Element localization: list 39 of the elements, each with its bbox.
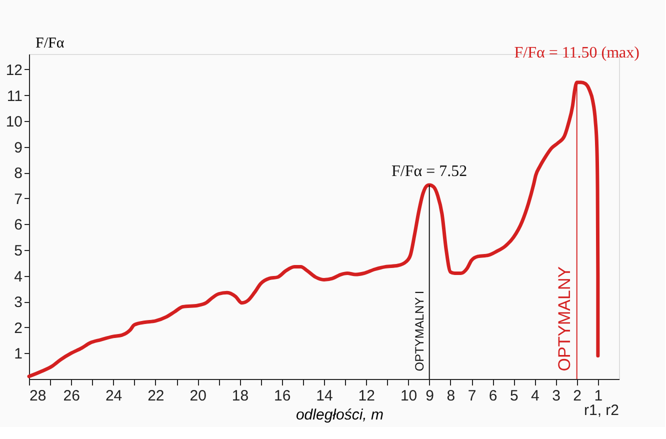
y-axis-title: F/Fα <box>36 36 64 52</box>
annotation: F/Fα = 11.50 (max) <box>514 44 640 62</box>
ref-line-label: OPTYMALNY I <box>412 290 426 372</box>
x-tick-label: 16 <box>274 388 291 404</box>
x-tick-label: 28 <box>30 388 46 404</box>
x-tick-label: 1 <box>594 388 603 404</box>
x-tick-label: 26 <box>63 388 80 404</box>
y-tick-label: 4 <box>14 268 22 286</box>
y-tick-label: 6 <box>14 216 22 234</box>
y-tick-label: 7 <box>14 190 22 208</box>
y-tick-label: 12 <box>6 62 22 79</box>
y-tick-label: 1 <box>14 346 22 363</box>
y-tick-label: 8 <box>14 165 22 182</box>
x-tick-label: 12 <box>358 388 375 404</box>
x-tick-label: 2 <box>573 388 582 404</box>
y-tick-label: 3 <box>14 294 22 312</box>
x-tick-label: 22 <box>148 388 164 404</box>
x-tick-label: 6 <box>488 388 498 404</box>
x-tick-label: 9 <box>426 388 434 404</box>
x-tick-label: 8 <box>446 388 456 404</box>
text: r1, r2 <box>584 402 619 419</box>
x-tick-label: 5 <box>510 388 518 404</box>
x-tick-label: 20 <box>190 388 206 404</box>
line-series <box>27 80 600 378</box>
x-axis-title: odległości, m <box>296 406 384 424</box>
annotation: F/Fα = 7.52 <box>392 163 468 180</box>
ref-line-label: OPTYMALNY <box>554 266 574 372</box>
x-tick-label: 4 <box>531 388 540 404</box>
y-tick-label: 9 <box>14 139 22 156</box>
x-tick-label: 3 <box>552 388 560 404</box>
x-tick-label: 24 <box>105 388 122 404</box>
y-tick-label: 2 <box>14 320 22 337</box>
x-tick-label: 7 <box>468 388 476 404</box>
x-tick-label: 14 <box>316 388 333 404</box>
x-tick-label: 18 <box>232 388 249 404</box>
y-tick-label: 10 <box>6 114 22 131</box>
y-tick-label: 5 <box>14 242 22 260</box>
y-tick-label: 11 <box>6 88 22 105</box>
x-tick-label: 10 <box>400 388 418 404</box>
